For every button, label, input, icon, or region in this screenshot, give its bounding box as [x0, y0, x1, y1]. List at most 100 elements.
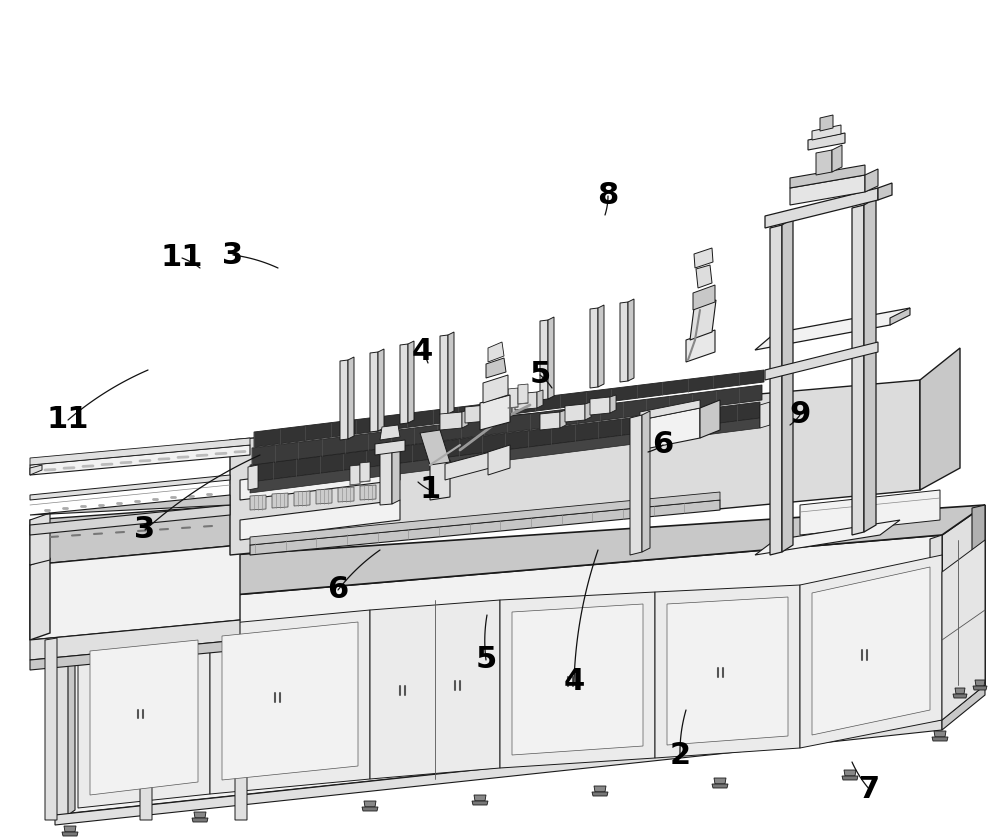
Polygon shape	[250, 402, 760, 482]
Polygon shape	[512, 604, 643, 755]
Polygon shape	[362, 807, 378, 811]
Polygon shape	[62, 832, 78, 836]
Text: 5: 5	[475, 645, 497, 675]
Polygon shape	[30, 558, 50, 640]
Polygon shape	[448, 332, 454, 414]
Polygon shape	[852, 205, 864, 535]
Polygon shape	[400, 344, 408, 424]
Polygon shape	[487, 403, 493, 421]
Polygon shape	[250, 492, 720, 545]
Polygon shape	[338, 487, 354, 502]
Polygon shape	[972, 505, 985, 688]
Polygon shape	[488, 445, 510, 475]
Polygon shape	[250, 418, 760, 493]
Polygon shape	[370, 600, 500, 779]
Polygon shape	[30, 465, 42, 475]
Polygon shape	[975, 680, 985, 686]
Polygon shape	[445, 452, 490, 480]
Polygon shape	[800, 490, 940, 535]
Polygon shape	[474, 795, 486, 801]
Polygon shape	[864, 198, 876, 532]
Polygon shape	[696, 265, 712, 288]
Polygon shape	[30, 505, 240, 565]
Polygon shape	[230, 380, 920, 555]
Polygon shape	[693, 285, 715, 310]
Polygon shape	[790, 175, 865, 205]
Polygon shape	[585, 402, 591, 420]
Polygon shape	[380, 450, 392, 505]
Polygon shape	[934, 731, 946, 737]
Polygon shape	[712, 784, 728, 788]
Polygon shape	[932, 737, 948, 741]
Polygon shape	[942, 540, 985, 720]
Polygon shape	[375, 440, 405, 455]
Polygon shape	[565, 404, 585, 422]
Polygon shape	[518, 384, 528, 404]
Polygon shape	[694, 248, 713, 268]
Text: 11: 11	[47, 406, 89, 434]
Polygon shape	[440, 412, 462, 430]
Text: 6: 6	[652, 431, 674, 459]
Polygon shape	[640, 400, 700, 420]
Polygon shape	[488, 342, 504, 362]
Polygon shape	[942, 685, 985, 730]
Text: 1: 1	[419, 475, 441, 504]
Polygon shape	[812, 567, 930, 735]
Polygon shape	[765, 188, 878, 228]
Polygon shape	[592, 792, 608, 796]
Text: 3: 3	[222, 241, 244, 270]
Polygon shape	[380, 425, 400, 440]
Polygon shape	[30, 445, 250, 475]
Polygon shape	[548, 317, 554, 399]
Text: 9: 9	[789, 401, 811, 430]
Polygon shape	[630, 415, 642, 555]
Polygon shape	[628, 299, 634, 381]
Polygon shape	[765, 342, 878, 380]
Polygon shape	[465, 405, 487, 423]
Polygon shape	[690, 300, 716, 340]
Polygon shape	[235, 653, 247, 820]
Polygon shape	[686, 330, 715, 362]
Polygon shape	[760, 402, 770, 428]
Polygon shape	[842, 776, 858, 780]
Polygon shape	[844, 770, 856, 776]
Polygon shape	[240, 460, 400, 500]
Polygon shape	[512, 396, 518, 414]
Text: 6: 6	[327, 576, 349, 604]
Text: 3: 3	[134, 515, 156, 545]
Polygon shape	[560, 410, 566, 428]
Polygon shape	[30, 620, 240, 660]
Polygon shape	[364, 801, 376, 807]
Polygon shape	[55, 505, 985, 610]
Polygon shape	[68, 605, 75, 815]
Polygon shape	[248, 465, 258, 490]
Polygon shape	[55, 610, 68, 815]
Polygon shape	[420, 430, 450, 465]
Polygon shape	[508, 388, 518, 408]
Polygon shape	[30, 475, 230, 500]
Polygon shape	[953, 694, 967, 698]
Text: 4: 4	[563, 668, 585, 696]
Polygon shape	[192, 818, 208, 822]
Polygon shape	[808, 133, 845, 150]
Polygon shape	[240, 500, 400, 540]
Polygon shape	[540, 412, 560, 430]
Polygon shape	[540, 320, 548, 400]
Polygon shape	[782, 218, 793, 552]
Polygon shape	[55, 535, 942, 815]
Polygon shape	[90, 640, 198, 795]
Polygon shape	[30, 640, 240, 670]
Polygon shape	[462, 410, 468, 428]
Polygon shape	[620, 302, 628, 382]
Polygon shape	[610, 395, 616, 413]
Polygon shape	[64, 826, 76, 832]
Polygon shape	[878, 183, 892, 200]
Polygon shape	[340, 360, 348, 440]
Polygon shape	[30, 545, 240, 640]
Polygon shape	[250, 495, 266, 510]
Polygon shape	[832, 145, 842, 172]
Polygon shape	[480, 395, 510, 430]
Polygon shape	[30, 495, 230, 515]
Polygon shape	[714, 778, 726, 784]
Polygon shape	[790, 165, 865, 188]
